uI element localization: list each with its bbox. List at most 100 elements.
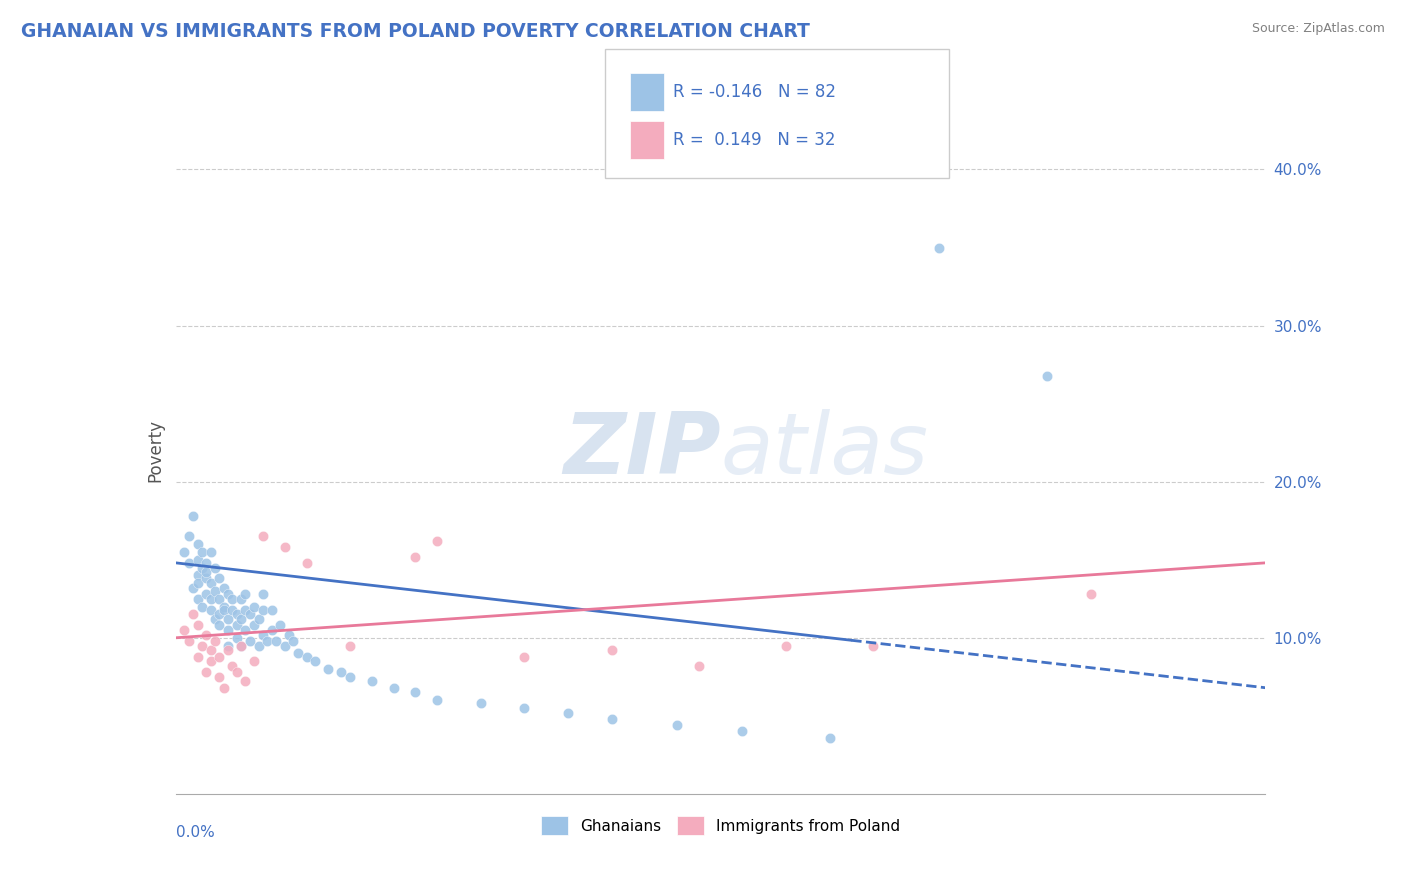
Point — [212, 603, 235, 617]
Point — [191, 599, 214, 614]
Point — [557, 706, 579, 720]
Point — [360, 674, 382, 689]
Point — [181, 581, 204, 595]
Point — [405, 549, 427, 564]
Point — [208, 571, 231, 585]
Point — [186, 649, 209, 664]
Point — [217, 639, 239, 653]
Point — [231, 612, 253, 626]
Point — [217, 623, 239, 637]
Point — [208, 591, 231, 606]
Point — [208, 670, 231, 684]
Point — [217, 587, 239, 601]
Point — [181, 607, 204, 622]
Point — [186, 618, 209, 632]
Point — [775, 639, 797, 653]
Point — [600, 712, 623, 726]
Point — [217, 612, 239, 626]
Point — [200, 654, 222, 668]
Point — [177, 529, 200, 543]
Point — [339, 639, 361, 653]
Point — [191, 545, 214, 559]
Point — [247, 639, 270, 653]
Point — [239, 633, 262, 648]
Point — [195, 556, 218, 570]
Point — [200, 603, 222, 617]
Point — [186, 537, 209, 551]
Text: R = -0.146   N = 82: R = -0.146 N = 82 — [673, 83, 837, 101]
Point — [247, 612, 270, 626]
Point — [186, 576, 209, 591]
Point — [243, 599, 266, 614]
Point — [173, 545, 195, 559]
Point — [191, 560, 214, 574]
Point — [186, 591, 209, 606]
Point — [225, 665, 247, 680]
Point — [204, 633, 226, 648]
Point — [283, 633, 305, 648]
Point — [191, 639, 214, 653]
Point — [278, 628, 301, 642]
Point — [513, 701, 536, 715]
Point — [818, 731, 841, 745]
Point — [195, 571, 218, 585]
Point — [225, 607, 247, 622]
Point — [200, 591, 222, 606]
Point — [212, 599, 235, 614]
Text: ZIP: ZIP — [562, 409, 721, 492]
Text: GHANAIAN VS IMMIGRANTS FROM POLAND POVERTY CORRELATION CHART: GHANAIAN VS IMMIGRANTS FROM POLAND POVER… — [21, 22, 810, 41]
Y-axis label: Poverty: Poverty — [146, 419, 165, 482]
Point — [235, 587, 257, 601]
Point — [318, 662, 340, 676]
Point — [382, 681, 405, 695]
Point — [225, 618, 247, 632]
Point — [260, 603, 283, 617]
Text: Source: ZipAtlas.com: Source: ZipAtlas.com — [1251, 22, 1385, 36]
Point — [239, 607, 262, 622]
Point — [173, 623, 195, 637]
Point — [1080, 587, 1102, 601]
Point — [600, 643, 623, 657]
Point — [330, 665, 353, 680]
Point — [405, 685, 427, 699]
Point — [221, 658, 243, 673]
Point — [256, 633, 278, 648]
Point — [177, 556, 200, 570]
Point — [243, 618, 266, 632]
Point — [231, 591, 253, 606]
Point — [304, 654, 326, 668]
Point — [204, 560, 226, 574]
Point — [426, 533, 449, 548]
Point — [200, 643, 222, 657]
Point — [195, 628, 218, 642]
Text: atlas: atlas — [721, 409, 928, 492]
Point — [221, 591, 243, 606]
Point — [200, 576, 222, 591]
Point — [208, 618, 231, 632]
Text: 0.0%: 0.0% — [176, 825, 215, 839]
Point — [212, 581, 235, 595]
Point — [186, 568, 209, 582]
Legend: Ghanaians, Immigrants from Poland: Ghanaians, Immigrants from Poland — [534, 810, 907, 841]
Point — [225, 631, 247, 645]
Point — [204, 583, 226, 598]
Point — [208, 649, 231, 664]
Point — [195, 587, 218, 601]
Point — [862, 639, 884, 653]
Point — [252, 587, 274, 601]
Point — [212, 681, 235, 695]
Point — [260, 623, 283, 637]
Point — [1036, 368, 1059, 383]
Point — [295, 556, 318, 570]
Point — [217, 643, 239, 657]
Point — [928, 240, 950, 255]
Point — [264, 633, 287, 648]
Text: R =  0.149   N = 32: R = 0.149 N = 32 — [673, 131, 837, 149]
Point — [204, 612, 226, 626]
Point — [295, 649, 318, 664]
Point — [243, 654, 266, 668]
Point — [688, 658, 710, 673]
Point — [731, 724, 754, 739]
Point — [269, 618, 291, 632]
Point — [666, 718, 689, 732]
